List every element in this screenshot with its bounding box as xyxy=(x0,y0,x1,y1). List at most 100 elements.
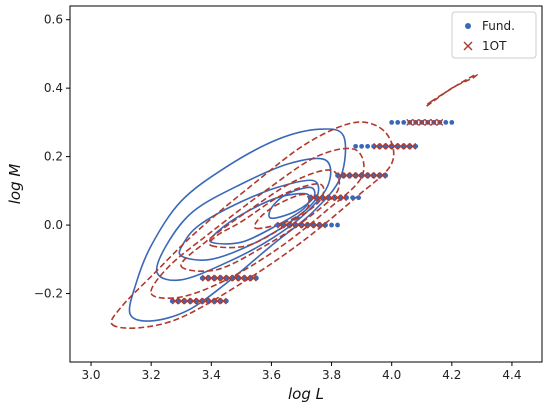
x-tick-label: 3.2 xyxy=(142,368,161,382)
data-point-1ot xyxy=(343,171,351,179)
data-point-1ot xyxy=(213,297,221,305)
data-point-fund xyxy=(443,119,449,125)
data-point-1ot xyxy=(367,171,375,179)
x-axis-label: log L xyxy=(288,385,324,403)
y-tick-label: −0.2 xyxy=(34,287,63,301)
data-point-1ot xyxy=(349,171,357,179)
x-tick-label: 3.4 xyxy=(202,368,221,382)
y-axis-ticks: −0.2 0.0 0.2 0.4 0.6 xyxy=(34,13,70,301)
data-point-1ot xyxy=(201,297,209,305)
contour-solid-2 xyxy=(178,179,320,261)
data-point-1ot xyxy=(397,142,405,150)
data-point-1ot xyxy=(403,142,411,150)
data-point-1ot xyxy=(379,142,387,150)
data-point-1ot xyxy=(391,142,399,150)
data-point-1ot xyxy=(319,221,326,229)
data-point-1ot xyxy=(418,118,426,126)
contour-dashed-4 xyxy=(253,193,310,230)
contour-dashed-5 xyxy=(425,73,478,108)
data-point-fund xyxy=(356,195,362,201)
x-tick-label: 4.2 xyxy=(442,368,461,382)
data-point-1ot xyxy=(195,297,203,305)
data-point-1ot xyxy=(430,118,438,126)
data-point-1ot xyxy=(177,297,185,305)
legend-marker-1ot xyxy=(463,41,473,51)
data-point-1ot xyxy=(219,274,227,282)
data-point-fund xyxy=(359,143,365,149)
data-point-1ot xyxy=(183,297,191,305)
data-point-1ot xyxy=(406,118,414,126)
data-point-1ot xyxy=(249,274,257,282)
data-point-1ot xyxy=(355,171,363,179)
data-point-fund xyxy=(389,119,395,125)
y-axis-label: log M xyxy=(6,164,24,205)
x-tick-label: 4.0 xyxy=(382,368,401,382)
y-tick-label: 0.2 xyxy=(44,150,63,164)
data-point-1ot xyxy=(207,297,215,305)
y-tick-label: 0.6 xyxy=(44,13,63,27)
legend-marker-fund xyxy=(465,23,471,29)
data-point-fund xyxy=(350,195,355,201)
data-point-1ot xyxy=(295,221,302,229)
y-tick-label: 0.4 xyxy=(44,81,63,95)
data-point-1ot xyxy=(340,194,348,202)
contour-solid-4 xyxy=(268,186,316,220)
legend: Fund. 1OT xyxy=(451,11,537,59)
data-point-1ot xyxy=(373,142,381,150)
data-point-1ot xyxy=(237,274,245,282)
data-point-1ot xyxy=(337,171,345,179)
legend-label: 1OT xyxy=(482,39,507,53)
contour-dashed-2 xyxy=(180,169,341,273)
data-point-fund xyxy=(449,119,455,125)
data-point-1ot xyxy=(243,274,251,282)
data-point-fund xyxy=(353,143,359,149)
data-point-1ot xyxy=(171,297,179,305)
data-point-1ot xyxy=(334,194,342,202)
data-point-fund xyxy=(365,143,371,149)
data-point-1ot xyxy=(219,297,227,305)
data-point-1ot xyxy=(231,274,239,282)
data-point-fund xyxy=(401,119,407,125)
data-point-1ot xyxy=(225,274,233,282)
data-point-1ot xyxy=(322,194,330,202)
contour-solid-0 xyxy=(128,128,347,322)
contour-dashed-3 xyxy=(208,183,325,249)
data-point-1ot xyxy=(409,142,417,150)
data-point-1ot xyxy=(310,194,317,202)
contour-dashed-0 xyxy=(110,121,395,330)
y-tick-label: 0.0 xyxy=(44,218,63,232)
data-point-1ot xyxy=(424,118,432,126)
contour-dashed-1 xyxy=(150,147,365,300)
data-point-fund xyxy=(329,222,334,228)
data-point-1ot xyxy=(313,221,320,229)
data-point-1ot xyxy=(276,221,284,229)
x-tick-label: 3.6 xyxy=(262,368,281,382)
plot-layer xyxy=(110,73,478,330)
data-point-1ot xyxy=(412,118,420,126)
data-point-1ot xyxy=(316,194,323,202)
legend-box xyxy=(451,11,537,59)
data-point-1ot xyxy=(289,221,296,229)
x-tick-label: 4.4 xyxy=(502,368,521,382)
legend-label: Fund. xyxy=(482,19,515,33)
x-axis-ticks: 3.0 3.2 3.4 3.6 3.8 4.0 4.2 4.4 xyxy=(81,362,521,382)
data-point-1ot xyxy=(282,221,290,229)
data-point-fund xyxy=(335,222,340,228)
data-point-1ot xyxy=(307,221,314,229)
data-point-1ot xyxy=(301,221,308,229)
data-point-1ot xyxy=(189,297,197,305)
data-point-1ot xyxy=(361,171,369,179)
x-tick-label: 3.8 xyxy=(322,368,341,382)
x-tick-label: 3.0 xyxy=(81,368,100,382)
contour-solid-3 xyxy=(209,192,311,245)
data-point-1ot xyxy=(436,118,444,126)
axes-frame xyxy=(69,5,543,363)
data-point-1ot xyxy=(328,194,336,202)
data-point-fund xyxy=(395,119,401,125)
data-point-1ot xyxy=(207,274,215,282)
data-point-1ot xyxy=(385,142,393,150)
data-point-1ot xyxy=(201,274,209,282)
data-point-1ot xyxy=(373,171,381,179)
data-point-1ot xyxy=(379,171,387,179)
